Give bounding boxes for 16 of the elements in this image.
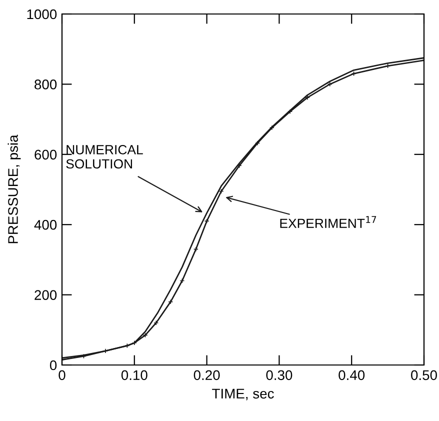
y-tick-label: 200 — [34, 290, 57, 300]
y-tick-label: 1000 — [27, 9, 57, 20]
x-tick-label: 0.50 — [411, 370, 437, 380]
x-axis-title: TIME, sec — [212, 388, 274, 400]
x-tick-label: 0.30 — [266, 370, 292, 380]
y-tick-label: 800 — [34, 80, 57, 90]
y-tick-label: 400 — [34, 220, 57, 230]
y-tick-label: 0 — [50, 360, 57, 370]
x-tick-label: 0.20 — [194, 370, 220, 380]
annotation: EXPERIMENT$^{17}$ — [280, 216, 376, 228]
x-tick-label: 0 — [58, 370, 66, 380]
y-tick-label: 600 — [34, 150, 57, 160]
y-axis-title: PRESSURE, psia — [8, 134, 21, 244]
x-tick-label: 0.40 — [338, 370, 365, 380]
annotation: NUMERICAL SOLUTION — [66, 145, 143, 169]
x-tick-label: 0.10 — [121, 370, 148, 380]
